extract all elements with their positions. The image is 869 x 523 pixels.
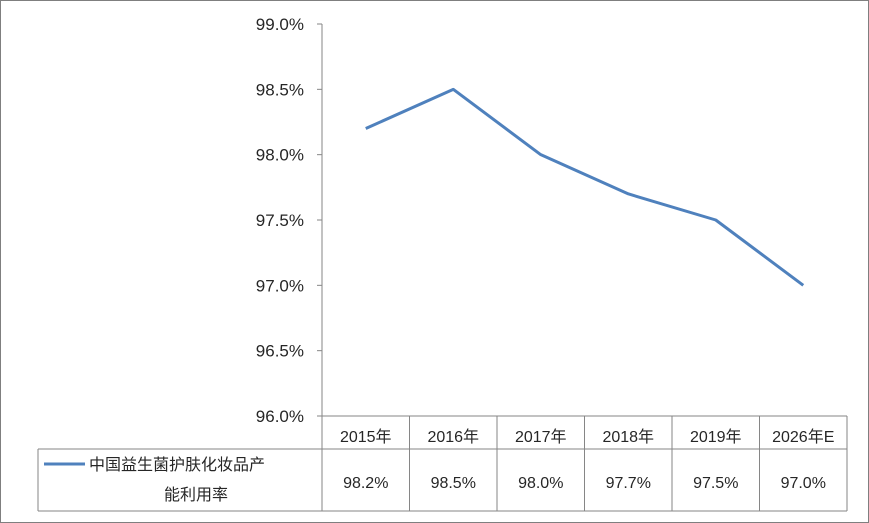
category-label: 2026年E — [772, 428, 834, 446]
y-axis-ticks: 99.0% 98.5% 98.0% 97.5% 97.0% 96.5% 96.0% — [256, 15, 322, 426]
series-layer — [365, 87, 805, 287]
y-tick-label: 96.5% — [256, 342, 304, 361]
y-tick-label: 96.0% — [256, 407, 304, 426]
y-tick-label: 97.0% — [256, 276, 304, 295]
category-label: 2016年 — [427, 428, 479, 446]
legend-label-line-1: 中国益生菌护肤化妆品产 — [89, 456, 265, 474]
value-cell: 97.0% — [781, 475, 826, 492]
value-cell: 97.5% — [693, 475, 738, 492]
category-label: 2015年 — [340, 428, 392, 446]
y-tick-label: 98.0% — [256, 146, 304, 165]
y-tick-label: 99.0% — [256, 15, 304, 34]
legend-label-line-2: 能利用率 — [164, 486, 228, 504]
value-cell: 98.0% — [518, 475, 563, 492]
y-tick-label: 97.5% — [256, 211, 304, 230]
category-label: 2017年 — [515, 428, 567, 446]
value-cell: 98.5% — [431, 475, 476, 492]
category-label: 2018年 — [602, 428, 654, 446]
category-label: 2019年 — [690, 428, 742, 446]
y-tick-label: 98.5% — [256, 80, 304, 99]
series-line — [365, 87, 805, 287]
value-cell: 97.7% — [606, 475, 651, 492]
data-table: 2015年 2016年 2017年 2018年 2019年 2026年E 98.2% 98.5… — [37, 415, 848, 512]
value-cell: 98.2% — [343, 475, 388, 492]
